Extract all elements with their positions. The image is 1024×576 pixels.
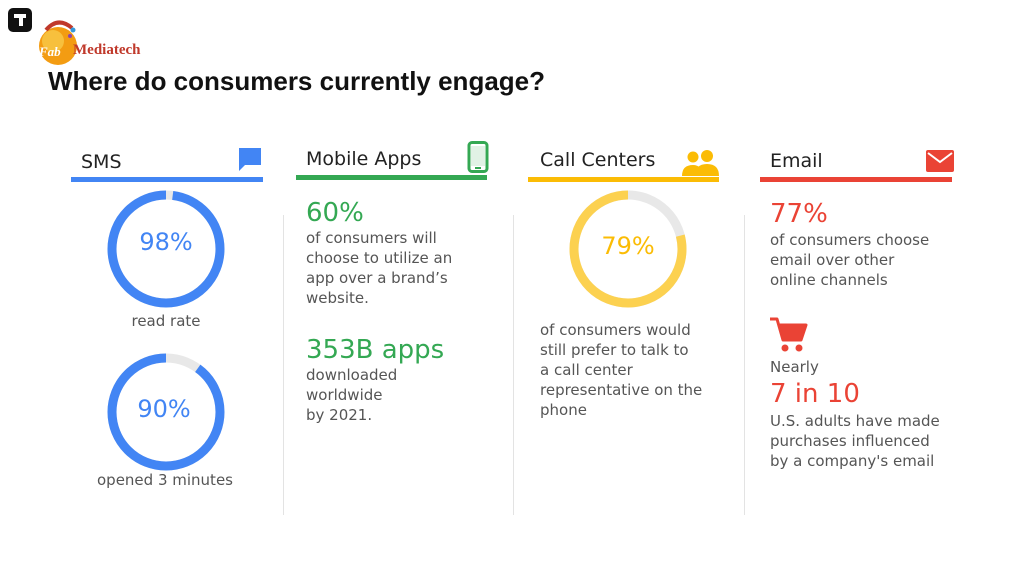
text-line: of consumers choose bbox=[770, 231, 930, 249]
call-underline bbox=[528, 177, 719, 182]
logo-prefix: Fab bbox=[39, 44, 61, 59]
mobile-stat2-value: 353B apps bbox=[306, 335, 445, 365]
call-title: Call Centers bbox=[540, 149, 656, 171]
email-stat2-value: 7 in 10 bbox=[770, 379, 860, 409]
text-line: website. bbox=[306, 289, 369, 307]
mobile-stat1-text: of consumers will choose to utilize an a… bbox=[306, 228, 486, 308]
people-icon bbox=[682, 147, 720, 177]
sms-opened-ring bbox=[107, 353, 225, 471]
mobile-underline bbox=[296, 175, 487, 180]
sms-opened-label: opened 3 minutes bbox=[97, 471, 233, 489]
text-line: U.S. adults have made bbox=[770, 412, 940, 430]
text-line: online channels bbox=[770, 271, 888, 289]
mobile-stat1-value: 60% bbox=[306, 198, 364, 228]
call-stat-text: of consumers would still prefer to talk … bbox=[540, 320, 730, 420]
text-line: by 2021. bbox=[306, 406, 373, 424]
mobile-stat2-text: downloaded worldwide by 2021. bbox=[306, 365, 486, 425]
column-divider bbox=[513, 215, 514, 515]
sms-underline bbox=[71, 177, 263, 182]
email-title: Email bbox=[770, 150, 823, 172]
smartphone-icon bbox=[467, 141, 489, 173]
app-corner-icon bbox=[8, 8, 32, 32]
text-line: downloaded bbox=[306, 366, 398, 384]
email-stat2-text: U.S. adults have made purchases influenc… bbox=[770, 411, 980, 471]
envelope-icon bbox=[926, 150, 954, 172]
email-stat1-text: of consumers choose email over other onl… bbox=[770, 230, 970, 290]
text-line: app over a brand’s bbox=[306, 269, 448, 287]
text-line: still prefer to talk to bbox=[540, 341, 689, 359]
sms-title: SMS bbox=[81, 151, 122, 173]
call-ring bbox=[569, 190, 687, 308]
column-divider bbox=[283, 215, 284, 515]
logo-name: Mediatech bbox=[73, 42, 141, 58]
call-value: 79% bbox=[601, 232, 655, 260]
email-stat1-value: 77% bbox=[770, 199, 828, 229]
email-underline bbox=[760, 177, 952, 182]
brand-logo: Fab Mediatech bbox=[36, 14, 156, 72]
shopping-cart-icon bbox=[769, 316, 808, 354]
text-line: by a company's email bbox=[770, 452, 935, 470]
text-line: choose to utilize an bbox=[306, 249, 453, 267]
text-line: representative on the bbox=[540, 381, 703, 399]
mobile-title: Mobile Apps bbox=[306, 148, 422, 170]
text-line: a call center bbox=[540, 361, 633, 379]
slide-title: Where do consumers currently engage? bbox=[48, 66, 546, 96]
sms-opened-value: 90% bbox=[137, 395, 191, 423]
sms-read-rate-label: read rate bbox=[131, 312, 201, 330]
sms-read-rate-ring bbox=[107, 190, 225, 308]
column-divider bbox=[744, 215, 745, 515]
text-line: of consumers will bbox=[306, 229, 437, 247]
email-nearly-label: Nearly bbox=[770, 358, 819, 376]
text-line: of consumers would bbox=[540, 321, 691, 339]
chat-bubble-icon bbox=[237, 146, 263, 172]
text-line: worldwide bbox=[306, 386, 383, 404]
text-line: phone bbox=[540, 401, 587, 419]
text-line: email over other bbox=[770, 251, 895, 269]
sms-read-rate-value: 98% bbox=[139, 228, 193, 256]
text-line: purchases influenced bbox=[770, 432, 930, 450]
